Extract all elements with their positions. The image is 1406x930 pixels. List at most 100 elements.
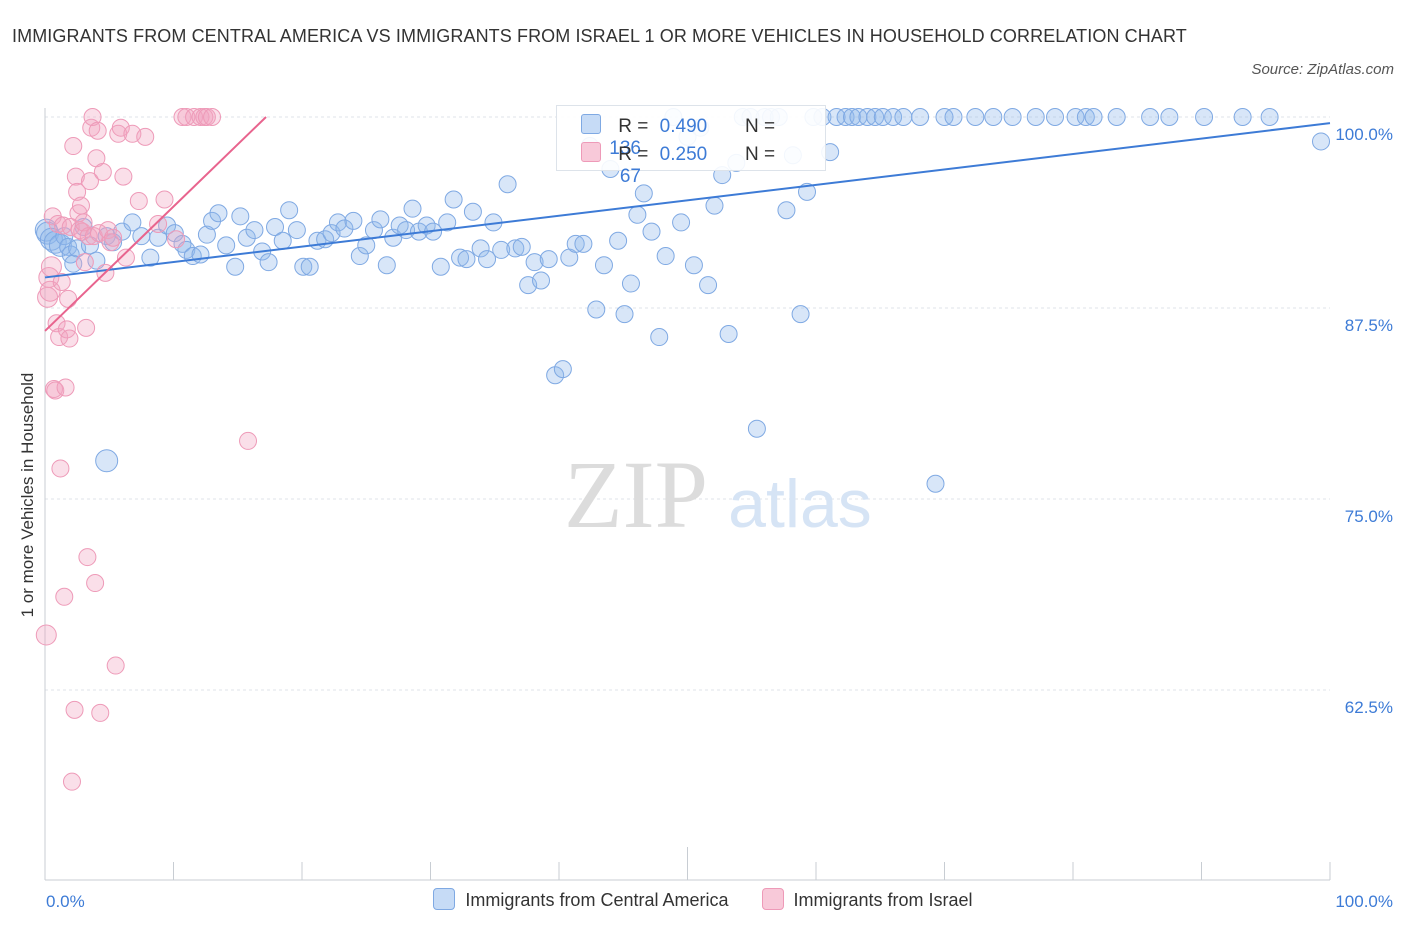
data-point-israel	[64, 137, 83, 156]
data-point-central-america	[798, 182, 817, 201]
data-point-israel	[68, 182, 87, 201]
data-point-central-america	[642, 222, 661, 241]
data-point-central-america	[634, 184, 653, 203]
data-point-central-america	[656, 247, 675, 266]
data-point-central-america	[944, 108, 963, 126]
data-point-central-america	[587, 300, 606, 319]
data-point-central-america	[926, 474, 945, 493]
data-point-central-america	[1046, 108, 1065, 126]
data-point-central-america	[1233, 108, 1252, 126]
data-point-central-america	[377, 256, 396, 275]
data-point-central-america	[966, 108, 985, 126]
data-point-central-america	[512, 237, 531, 256]
data-point-central-america	[80, 236, 99, 255]
data-point-israel	[65, 700, 84, 719]
data-point-israel	[177, 108, 196, 126]
data-point-israel	[197, 108, 216, 126]
data-point-central-america	[245, 221, 264, 240]
x-tick-label: 100.0%	[1335, 892, 1393, 911]
data-point-central-america	[259, 253, 278, 272]
data-point-israel	[78, 548, 97, 567]
data-point-central-america	[628, 205, 647, 224]
data-point-central-america	[894, 108, 913, 126]
y-tick-label: 87.5%	[1345, 316, 1393, 335]
data-point-central-america	[165, 224, 184, 243]
legend-n-label: N =	[744, 144, 776, 165]
data-point-central-america	[350, 247, 369, 266]
data-point-central-america	[273, 231, 292, 250]
data-point-israel	[79, 227, 98, 246]
data-point-central-america	[1195, 108, 1214, 126]
data-point-central-america	[226, 257, 245, 276]
correlation-legend: R = 0.490 N = 136 R = 0.250 N = 67	[556, 105, 826, 187]
legend-item-central-america[interactable]: Immigrants from Central America	[433, 888, 729, 911]
data-point-israel	[75, 253, 94, 272]
legend-swatch-blue	[433, 888, 456, 910]
data-point-central-america	[498, 175, 517, 194]
legend-item-israel[interactable]: Immigrants from Israel	[761, 888, 973, 911]
data-point-israel	[52, 273, 71, 292]
x-tick-label: 0.0%	[46, 892, 85, 911]
data-point-israel	[80, 172, 99, 191]
data-point-central-america	[858, 108, 877, 126]
data-point-central-america	[791, 305, 810, 324]
data-point-central-america	[842, 108, 861, 126]
data-point-israel	[86, 574, 105, 593]
data-point-israel	[91, 703, 110, 722]
watermark: ZIP atlas	[564, 441, 872, 548]
data-point-central-america	[609, 231, 628, 250]
data-point-central-america	[1260, 108, 1279, 126]
data-point-central-america	[237, 228, 256, 247]
data-point-central-america	[1312, 132, 1331, 151]
data-point-central-america	[123, 213, 142, 232]
series-israel-points	[35, 108, 258, 791]
data-point-central-america	[911, 108, 930, 126]
data-point-israel	[106, 656, 125, 675]
legend-r-label: R =	[618, 116, 649, 137]
data-point-israel	[203, 108, 222, 126]
data-point-central-america	[113, 222, 132, 241]
chart-title: IMMIGRANTS FROM CENTRAL AMERICA VS IMMIG…	[12, 26, 1187, 46]
data-point-israel	[60, 329, 79, 348]
data-point-israel	[74, 213, 93, 232]
data-point-central-america	[457, 250, 476, 269]
data-point-central-america	[866, 108, 885, 126]
data-point-israel	[71, 196, 90, 215]
data-point-israel	[47, 314, 66, 333]
data-point-central-america	[747, 419, 766, 438]
data-point-israel	[66, 167, 85, 186]
y-tick-label: 62.5%	[1345, 698, 1393, 717]
legend-n-value: 67	[619, 166, 641, 187]
data-point-central-america	[344, 211, 363, 230]
data-point-israel	[114, 167, 133, 186]
data-point-israel	[167, 230, 186, 249]
legend-row-central-america: R = 0.490 N = 136	[581, 114, 825, 160]
y-tick-label: 75.0%	[1345, 507, 1393, 526]
data-point-central-america	[371, 210, 390, 229]
data-point-central-america	[203, 211, 222, 230]
data-point-central-america	[1160, 108, 1179, 126]
data-point-central-america	[87, 251, 106, 270]
data-point-central-america	[594, 256, 613, 275]
data-point-central-america	[217, 236, 236, 255]
source-label: Source: ZipAtlas.com	[1251, 61, 1394, 78]
data-point-central-america	[141, 248, 160, 267]
data-point-central-america	[506, 239, 525, 258]
data-point-central-america	[719, 324, 738, 343]
data-point-central-america	[478, 250, 497, 269]
legend-r-label: R =	[618, 144, 649, 165]
data-point-central-america	[621, 274, 640, 293]
data-point-central-america	[95, 449, 119, 473]
data-point-central-america	[463, 202, 482, 221]
data-point-central-america	[444, 190, 463, 209]
y-tick-label: 100.0%	[1335, 125, 1393, 144]
data-point-central-america	[451, 248, 470, 267]
data-point-israel	[129, 192, 148, 211]
data-point-central-america	[280, 201, 299, 220]
data-point-israel	[136, 127, 155, 146]
legend-row-israel: R = 0.250 N = 67	[581, 142, 825, 188]
data-point-central-america	[984, 108, 1003, 126]
data-point-central-america	[209, 204, 228, 223]
data-point-israel	[149, 214, 168, 233]
data-point-central-america	[532, 271, 551, 290]
